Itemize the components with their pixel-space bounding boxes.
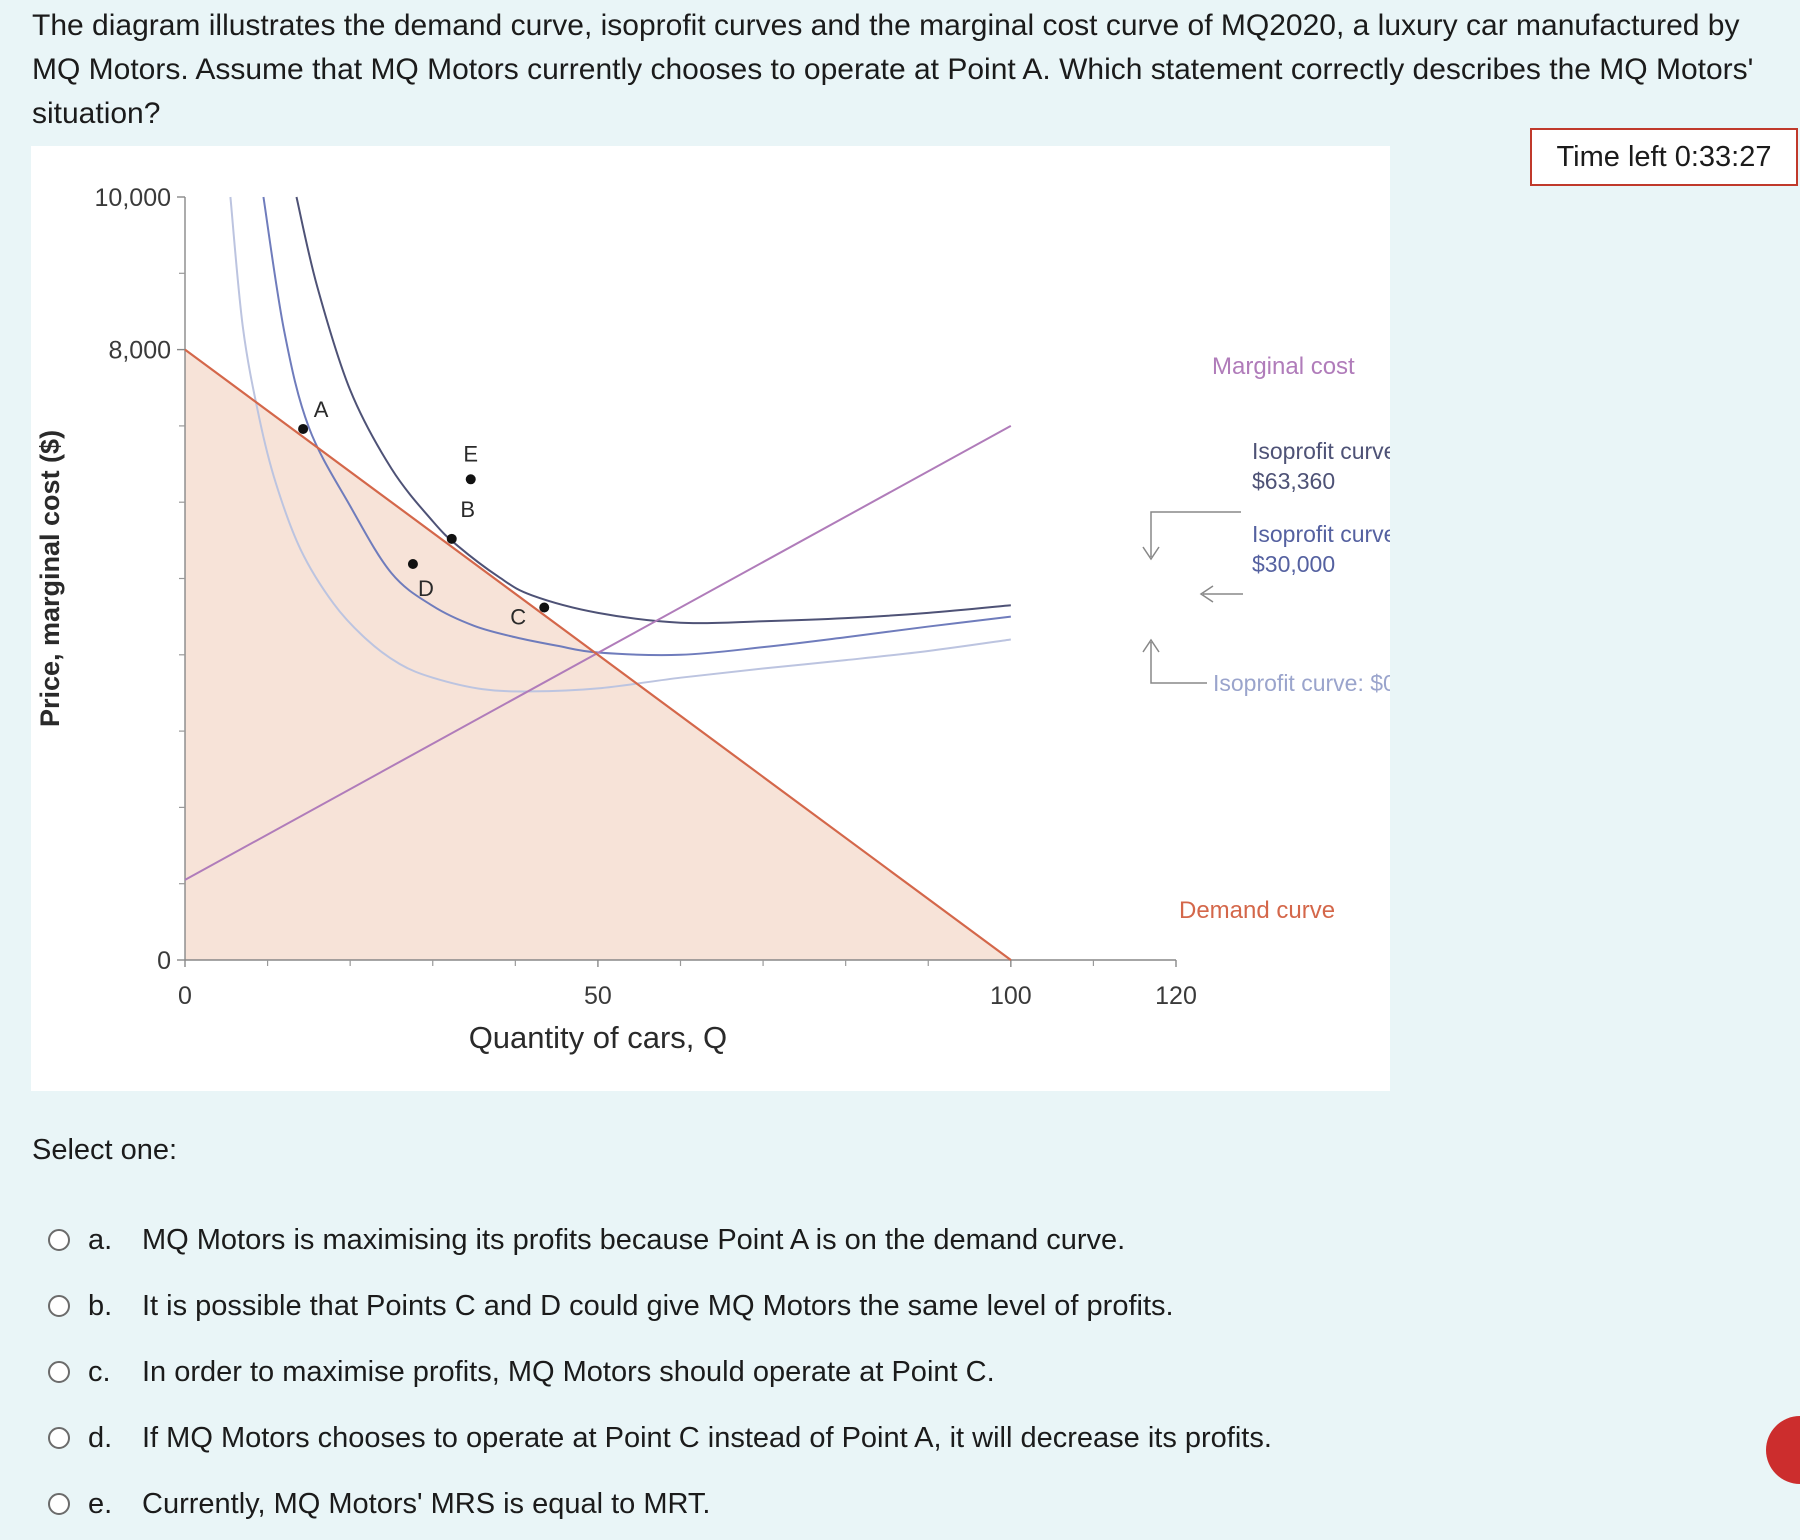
point-b-label: B <box>460 497 475 522</box>
option-e-letter: e. <box>88 1487 113 1520</box>
answer-options: a. MQ Motors is maximising its profits b… <box>48 1207 1748 1537</box>
floating-action-button[interactable] <box>1766 1416 1800 1484</box>
radio-option-b[interactable] <box>48 1295 70 1317</box>
y-tick-label: 8,000 <box>108 337 171 365</box>
option-a-letter: a. <box>88 1223 113 1256</box>
option-d[interactable]: d. If MQ Motors chooses to operate at Po… <box>48 1405 1748 1471</box>
point-e-label: E <box>463 441 478 466</box>
point-d-marker <box>407 559 418 570</box>
x-axis-label: Quantity of cars, Q <box>469 1020 727 1055</box>
point-c-label: C <box>510 604 526 629</box>
y-tick-label: 10,000 <box>95 184 171 212</box>
timer-text: Time left 0:33:27 <box>1556 141 1772 173</box>
chart-panel: 0 8,000 10,000 0 50 100 120 Quantity of cars, Q… <box>31 146 1390 1091</box>
option-b-letter: b. <box>88 1289 113 1322</box>
option-c-letter: c. <box>88 1355 111 1388</box>
x-tick-label: 120 <box>1155 982 1197 1010</box>
option-c-text: In order to maximise profits, MQ Motors … <box>142 1355 995 1388</box>
point-c-marker <box>539 602 550 613</box>
option-b[interactable]: b. It is possible that Points C and D co… <box>48 1273 1748 1339</box>
arrow-to-isoprofit-63360 <box>1142 511 1241 561</box>
option-b-text: It is possible that Points C and D could… <box>142 1289 1174 1322</box>
question-text: The diagram illustrates the demand curve… <box>32 9 1754 130</box>
demand-curve-line <box>184 348 1012 961</box>
point-a-marker <box>298 423 309 434</box>
marginal-cost-line <box>184 425 1012 881</box>
option-d-letter: d. <box>88 1421 113 1454</box>
arrow-to-isoprofit-30000 <box>1199 585 1243 603</box>
isoprofit-curve-0 <box>229 196 1011 693</box>
chart-svg: 0 8,000 10,000 0 50 100 120 Quantity of cars, Q… <box>35 184 1390 1055</box>
point-e-marker <box>465 474 476 485</box>
point-d-label: D <box>418 576 434 601</box>
x-tick-label: 0 <box>178 982 192 1010</box>
isoprofit-30000-label-line1: Isoprofit curve: <box>1252 521 1390 547</box>
isoprofit-curve-30000 <box>262 196 1011 657</box>
option-c[interactable]: c. In order to maximise profits, MQ Moto… <box>48 1339 1748 1405</box>
isoprofit-curve-63360 <box>295 196 1011 625</box>
radio-option-d[interactable] <box>48 1427 70 1449</box>
radio-option-a[interactable] <box>48 1229 70 1251</box>
x-tick-label: 50 <box>584 982 612 1010</box>
isoprofit-0-label: Isoprofit curve: $0 <box>1213 670 1390 696</box>
option-e-text: Currently, MQ Motors' MRS is equal to MR… <box>142 1487 711 1520</box>
point-b-marker <box>446 533 457 544</box>
x-tick-label: 100 <box>990 982 1032 1010</box>
option-a[interactable]: a. MQ Motors is maximising its profits b… <box>48 1207 1748 1273</box>
option-d-text: If MQ Motors chooses to operate at Point… <box>142 1421 1272 1454</box>
isoprofit-30000-label-line2: $30,000 <box>1252 551 1335 577</box>
radio-option-e[interactable] <box>48 1493 70 1515</box>
y-tick-label: 0 <box>157 947 171 975</box>
arrow-to-isoprofit-0 <box>1142 638 1207 684</box>
select-one-prompt: Select one: <box>32 1134 178 1166</box>
isoprofit-63360-label-line2: $63,360 <box>1252 468 1335 494</box>
timer-box: Time left 0:33:27 <box>1530 128 1798 186</box>
demand-curve-label: Demand curve <box>1179 897 1335 924</box>
point-a-label: A <box>314 397 329 422</box>
y-axis-label: Price, marginal cost ($) <box>35 430 65 727</box>
option-e[interactable]: e. Currently, MQ Motors' MRS is equal to… <box>48 1471 1748 1537</box>
option-a-text: MQ Motors is maximising its profits beca… <box>142 1223 1126 1256</box>
radio-option-c[interactable] <box>48 1361 70 1383</box>
isoprofit-63360-label-line1: Isoprofit curve: <box>1252 438 1390 464</box>
marginal-cost-label: Marginal cost <box>1212 353 1355 380</box>
